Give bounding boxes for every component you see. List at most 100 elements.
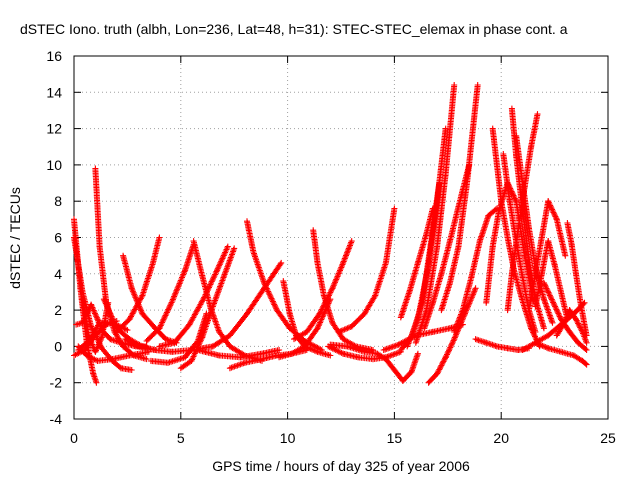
data-point bbox=[325, 293, 332, 300]
data-point bbox=[93, 379, 100, 386]
data-point bbox=[206, 282, 213, 289]
data-point bbox=[161, 315, 168, 322]
data-point bbox=[438, 307, 445, 314]
data-point bbox=[348, 238, 355, 245]
data-point bbox=[173, 287, 180, 294]
data-point bbox=[102, 300, 109, 307]
data-point bbox=[189, 356, 196, 363]
data-point bbox=[269, 298, 276, 305]
data-point bbox=[128, 367, 135, 373]
data-point bbox=[221, 250, 228, 257]
data-point bbox=[224, 245, 231, 251]
data-point bbox=[94, 343, 101, 349]
data-point bbox=[111, 320, 118, 327]
data-point bbox=[338, 327, 345, 334]
data-point bbox=[159, 318, 166, 325]
data-point bbox=[319, 305, 326, 312]
data-point bbox=[321, 300, 328, 307]
y-tick-label: 0 bbox=[54, 338, 62, 354]
data-series bbox=[327, 341, 421, 384]
data-point bbox=[343, 252, 349, 259]
data-point bbox=[169, 298, 176, 304]
data-series bbox=[156, 243, 231, 350]
data-point bbox=[344, 249, 351, 256]
data-point bbox=[347, 241, 354, 247]
data-point bbox=[216, 262, 223, 269]
data-point bbox=[90, 307, 97, 314]
data-point bbox=[326, 291, 333, 297]
data-point bbox=[318, 316, 325, 323]
data-point bbox=[138, 294, 145, 300]
data-point bbox=[163, 309, 170, 316]
data-point bbox=[335, 328, 342, 335]
data-point bbox=[167, 302, 174, 309]
data-point bbox=[89, 304, 96, 311]
y-tick-label: 8 bbox=[54, 193, 62, 209]
data-point bbox=[328, 286, 335, 293]
data-point bbox=[315, 322, 322, 329]
data-point bbox=[167, 300, 174, 307]
data-point bbox=[101, 297, 108, 304]
data-point bbox=[320, 303, 327, 310]
data-point bbox=[306, 345, 312, 352]
x-tick-label: 10 bbox=[280, 430, 296, 446]
data-series bbox=[335, 205, 398, 335]
data-point bbox=[267, 292, 274, 299]
data-point bbox=[327, 352, 334, 359]
y-tick-labels: -4 -2 0 2 4 6 8 10 12 14 16 bbox=[46, 48, 62, 427]
chart-title: dSTEC Iono. truth (albh, Lon=236, Lat=48… bbox=[20, 21, 568, 37]
data-point bbox=[276, 347, 283, 353]
data-point bbox=[210, 274, 217, 281]
data-point bbox=[181, 268, 188, 275]
data-point bbox=[211, 272, 218, 279]
data-point bbox=[104, 303, 111, 310]
data-point bbox=[88, 301, 95, 308]
data-series bbox=[209, 259, 285, 350]
data-point bbox=[91, 310, 98, 317]
data-point bbox=[323, 296, 330, 303]
y-tick-label: 6 bbox=[54, 230, 62, 246]
data-point bbox=[110, 318, 117, 324]
data-point bbox=[116, 364, 123, 371]
data-point bbox=[93, 313, 100, 320]
y-tick-label: 2 bbox=[54, 302, 62, 318]
data-point bbox=[341, 326, 348, 333]
y-tick-label: 14 bbox=[46, 84, 62, 100]
data-point bbox=[179, 273, 186, 279]
data-point bbox=[208, 306, 215, 313]
data-point bbox=[106, 309, 113, 316]
data-series bbox=[113, 234, 163, 335]
data-point bbox=[97, 337, 104, 344]
data-point bbox=[105, 306, 112, 313]
x-tick-label: 20 bbox=[493, 430, 509, 446]
data-point bbox=[340, 259, 347, 266]
data-point bbox=[335, 348, 342, 355]
data-point bbox=[86, 335, 93, 342]
data-point bbox=[218, 256, 225, 263]
data-point bbox=[143, 356, 150, 363]
data-point bbox=[265, 289, 272, 296]
data-point bbox=[163, 310, 170, 317]
data-point bbox=[157, 323, 164, 330]
data-point bbox=[175, 283, 182, 290]
y-tick-label: 12 bbox=[46, 121, 62, 137]
y-tick-label: 10 bbox=[46, 157, 62, 173]
data-point bbox=[93, 345, 100, 352]
data-point bbox=[87, 338, 94, 345]
data-point bbox=[308, 346, 315, 353]
data-point bbox=[89, 341, 96, 348]
data-point bbox=[318, 306, 325, 313]
data-point bbox=[92, 348, 99, 355]
data-point bbox=[371, 294, 378, 300]
data-series bbox=[147, 310, 210, 366]
data-point bbox=[165, 305, 172, 312]
data-point bbox=[269, 297, 276, 304]
data-point bbox=[318, 307, 325, 314]
data-point bbox=[108, 312, 114, 319]
data-point bbox=[277, 261, 284, 268]
data-point bbox=[171, 292, 178, 299]
y-axis-label: dSTEC / TECUs bbox=[7, 187, 23, 289]
data-point bbox=[133, 342, 140, 349]
data-series bbox=[291, 238, 355, 343]
data-point bbox=[271, 302, 278, 309]
